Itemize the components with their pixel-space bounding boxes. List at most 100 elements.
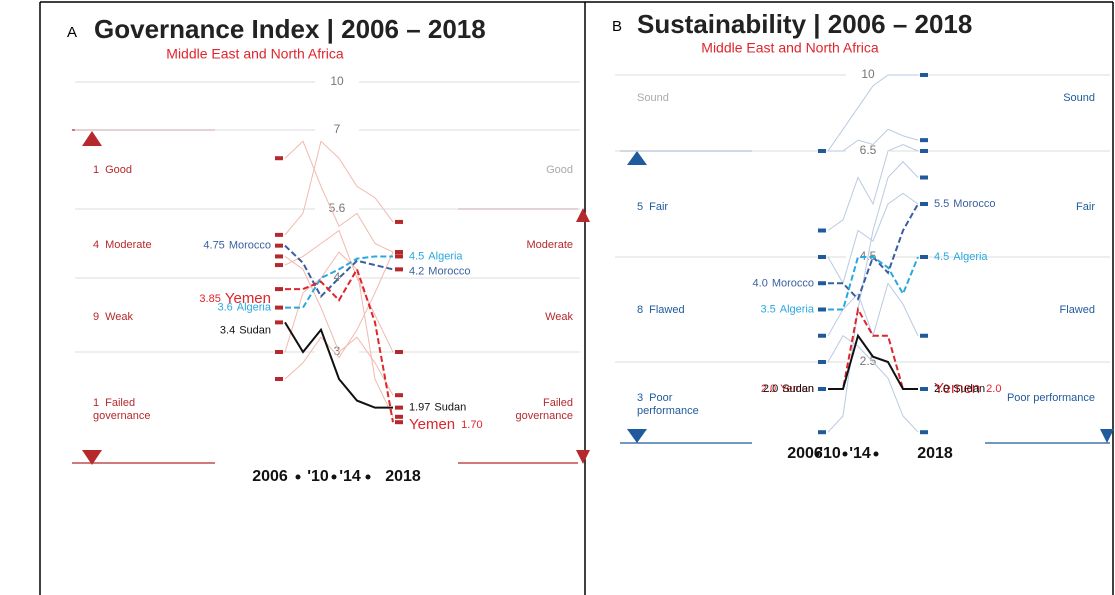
- value-label: 4.0: [753, 277, 768, 289]
- value-label: 1.97: [409, 402, 430, 414]
- series-name: Morocco: [229, 240, 271, 252]
- band-label: Weak: [483, 311, 573, 324]
- value-label: 2.0: [934, 383, 949, 395]
- endpoint-marker: [920, 202, 928, 206]
- band-label: 3 Poor performance: [637, 392, 727, 418]
- series-name: Sudan: [434, 402, 466, 414]
- x-tick-label: '14: [849, 445, 871, 462]
- y-tick-label: 7: [334, 122, 341, 136]
- series-line: [827, 192, 919, 285]
- series-name: Algeria: [237, 302, 272, 314]
- endpoint-marker: [818, 430, 826, 435]
- band-name: Poor performance: [637, 392, 699, 417]
- series-name: Yemen: [934, 380, 980, 397]
- value-label: 1.70: [461, 419, 482, 431]
- series-name: Sudan: [953, 383, 985, 395]
- series-line: [285, 266, 394, 423]
- band-name: Fair: [1076, 201, 1095, 213]
- series-label: Yemen 2.0: [934, 380, 1001, 397]
- band-name: Failed governance: [515, 397, 574, 422]
- series-label: 4.5 Algeria: [934, 251, 988, 263]
- band-count: 1: [93, 164, 100, 176]
- endpoint-marker: [818, 333, 826, 338]
- series-name: Yemen: [780, 383, 814, 395]
- y-tick-label: 10: [330, 74, 344, 88]
- series-line: [827, 160, 919, 433]
- endpoint-marker: [275, 287, 283, 292]
- band-count: 5: [637, 201, 644, 213]
- series-name: Algeria: [780, 303, 815, 315]
- series-line: [284, 229, 394, 353]
- endpoint-marker: [920, 73, 928, 77]
- x-tick-label: 2006: [787, 445, 823, 462]
- band-count: 1: [93, 397, 100, 409]
- series-line: [827, 74, 918, 152]
- value-label: 4.5: [934, 251, 949, 263]
- series-label: 4.5 Algeria: [409, 250, 463, 262]
- band-name: Poor performance: [1006, 392, 1095, 404]
- band-count: 3: [637, 392, 644, 404]
- separator-dot: [873, 451, 879, 457]
- series-line: [284, 251, 394, 380]
- series-name: Morocco: [772, 277, 814, 289]
- value-label: 4.2: [409, 265, 424, 277]
- band-name: Sound: [1063, 92, 1095, 104]
- endpoint-marker: [818, 360, 826, 364]
- series-name: Morocco: [428, 265, 470, 277]
- chart-subtitle: Middle East and North Africa: [166, 46, 344, 62]
- series-label: 3.4 Sudan: [220, 324, 271, 336]
- band-name: Flawed: [649, 304, 685, 316]
- series-label: 5.5 Morocco: [934, 198, 995, 210]
- series-line: [284, 140, 394, 236]
- band-name: Flawed: [1059, 304, 1095, 316]
- endpoint-marker: [395, 267, 403, 272]
- value-label: 3.85: [199, 293, 220, 305]
- separator-dot: [814, 451, 820, 457]
- band-name: Fair: [649, 201, 669, 213]
- x-tick-label: 2006: [252, 468, 288, 485]
- band-label: Flawed: [1005, 304, 1095, 317]
- endpoint-marker: [395, 405, 403, 410]
- series-line: [828, 256, 919, 311]
- band-label: Fair: [1005, 201, 1095, 214]
- band-label: Poor performance: [1005, 392, 1095, 405]
- endpoint-marker: [395, 420, 403, 425]
- separator-dot: [295, 474, 301, 480]
- series-label: 2.0 Yemen: [761, 383, 814, 395]
- band-label: 5 Fair: [637, 201, 727, 214]
- endpoint-marker: [920, 175, 928, 180]
- series-line: [284, 251, 394, 418]
- band-name: Good: [546, 164, 573, 176]
- series-line: [284, 140, 394, 253]
- separator-dot: [331, 474, 337, 480]
- band-label: 1 Failed governance: [93, 397, 183, 423]
- endpoint-marker: [920, 149, 928, 153]
- band-count: 8: [637, 304, 644, 316]
- endpoint-marker: [395, 393, 403, 398]
- panel-letter: A: [67, 24, 77, 41]
- band-name: Good: [105, 164, 133, 176]
- band-label: 1 Good: [93, 164, 183, 177]
- value-label: 2.0: [763, 383, 778, 395]
- band-label: Sound: [637, 92, 727, 105]
- series-name: Algeria: [953, 251, 988, 263]
- endpoint-marker: [275, 350, 283, 354]
- endpoint-marker: [818, 228, 826, 233]
- band-name: Weak: [105, 311, 134, 323]
- band-label: Sound: [1005, 92, 1095, 105]
- x-tick-label: '10: [819, 445, 841, 462]
- endpoint-marker: [275, 243, 283, 248]
- y-tick-label: 4: [334, 270, 341, 284]
- endpoint-marker: [818, 149, 826, 153]
- y-tick-label: 2.5: [860, 354, 877, 368]
- endpoint-marker: [275, 377, 283, 381]
- x-tick-label: '14: [339, 468, 361, 485]
- value-label: 3.4: [220, 324, 235, 336]
- separator-dot: [842, 451, 848, 457]
- value-label: 5.5: [934, 198, 949, 210]
- band-label: 9 Weak: [93, 311, 183, 324]
- value-label: 2.0: [761, 383, 776, 395]
- series-label: 3.6 Algeria: [217, 302, 271, 314]
- endpoint-marker: [920, 430, 928, 435]
